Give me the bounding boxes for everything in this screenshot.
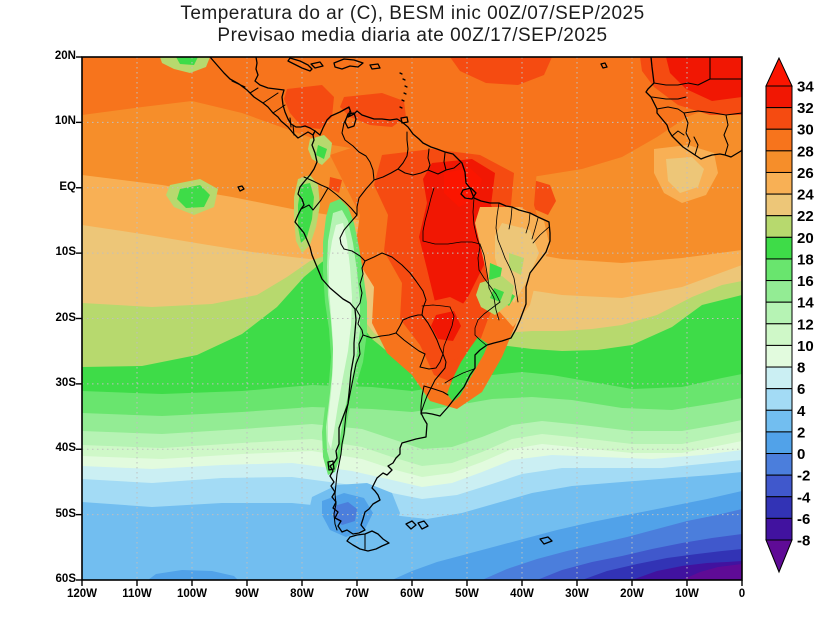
country-borders bbox=[231, 57, 742, 550]
lon-tick-label: 10W bbox=[675, 588, 699, 600]
colorbar-segment bbox=[765, 431, 793, 455]
falkland-islands bbox=[405, 520, 429, 530]
colorbar-tick-label: 26 bbox=[797, 165, 814, 182]
axis-ticks bbox=[76, 56, 743, 586]
colorbar-tick-label: 30 bbox=[797, 122, 814, 139]
lon-tick-label: 50W bbox=[455, 588, 479, 600]
map-canvas bbox=[76, 56, 743, 586]
colorbar-segment bbox=[765, 85, 793, 109]
galapagos-islands bbox=[237, 185, 245, 192]
map-plot-area: 20N 10N EQ 10S 20S 30S 40S 50S 60S 120W 110W 100W 9… bbox=[55, 50, 745, 600]
lat-tick-label: 60S bbox=[55, 573, 76, 585]
colorbar-tick-label: 8 bbox=[797, 360, 805, 377]
colorbar-segment bbox=[765, 258, 793, 282]
south-georgia-island bbox=[539, 536, 553, 545]
lon-tick-label: 80W bbox=[290, 588, 314, 600]
jamaica-island bbox=[310, 61, 324, 69]
lon-tick-label: 0 bbox=[738, 588, 746, 600]
colorbar-segment bbox=[765, 301, 793, 325]
colorbar-tick-label: 12 bbox=[797, 316, 814, 333]
colorbar-segment bbox=[765, 323, 793, 346]
lon-tick-label: 20W bbox=[620, 588, 644, 600]
colorbar-tick-label: 4 bbox=[797, 403, 806, 420]
south-america-coastline bbox=[294, 106, 551, 535]
tierra-del-fuego-coastline bbox=[346, 530, 390, 552]
lon-tick-label: 110W bbox=[122, 588, 152, 600]
colorbar-tick-label: 34 bbox=[797, 79, 814, 96]
chiloe-island bbox=[327, 460, 335, 471]
lon-tick-label: 60W bbox=[400, 588, 424, 600]
colorbar-tick-label: 6 bbox=[797, 381, 805, 398]
colorbar-segment bbox=[765, 236, 793, 260]
colorbar-tick-label: 14 bbox=[797, 295, 814, 312]
map-linework bbox=[209, 57, 742, 552]
lon-tick-label: 100W bbox=[176, 588, 208, 600]
central-america-caribbean-coast bbox=[254, 57, 316, 132]
coastlines bbox=[209, 57, 742, 552]
colorbar-tick-label: 16 bbox=[797, 273, 814, 290]
colorbar-segment bbox=[765, 496, 793, 519]
puerto-rico-island bbox=[369, 63, 381, 70]
colorbar-tick-label: 20 bbox=[797, 230, 814, 247]
lon-tick-label: 30W bbox=[565, 588, 589, 600]
lat-tick-label: 40S bbox=[55, 442, 76, 455]
colorbar-segment bbox=[765, 193, 793, 217]
colorbar-tick-label: 24 bbox=[797, 187, 814, 204]
africa-coastline bbox=[645, 57, 742, 160]
lon-tick-label: 40W bbox=[510, 588, 534, 600]
lat-tick-label: 50S bbox=[55, 507, 76, 520]
lat-tick-label: 10N bbox=[54, 115, 76, 128]
lat-tick-label: 20S bbox=[55, 311, 76, 324]
brazil-state-borders bbox=[421, 187, 550, 384]
colorbar-segment bbox=[765, 150, 793, 173]
colorbar-segment bbox=[765, 517, 793, 541]
colorbar-tick-label: -4 bbox=[797, 489, 811, 506]
colorbar-segment bbox=[765, 280, 793, 303]
lat-tick-label: 30S bbox=[55, 376, 76, 389]
colorbar-tick-label: -2 bbox=[797, 468, 810, 485]
colorbar-tick-label: 32 bbox=[797, 100, 814, 117]
colorbar-segment bbox=[765, 171, 793, 195]
colorbar-tick-label: 28 bbox=[797, 143, 814, 160]
trinidad-island bbox=[400, 116, 409, 124]
colorbar-segment bbox=[765, 366, 793, 390]
colorbar-segment bbox=[765, 107, 793, 130]
lesser-antilles-islands bbox=[399, 72, 408, 109]
graticule-gridlines bbox=[82, 57, 742, 580]
marajo-island bbox=[460, 187, 477, 200]
colorbar-segment bbox=[765, 128, 793, 152]
hispaniola-island bbox=[333, 58, 364, 70]
colorbar-tick-label: 18 bbox=[797, 251, 814, 268]
lat-tick-label: EQ bbox=[59, 180, 76, 193]
colorbar-segment bbox=[765, 388, 793, 411]
colorbar-tick-label: 0 bbox=[797, 446, 805, 463]
chart-title-line1: Temperatura do ar (C), BESM inic 00Z/07/… bbox=[180, 3, 645, 24]
colorbar-segment bbox=[765, 215, 793, 238]
lat-tick-label: 20N bbox=[54, 50, 76, 62]
colorbar-tick-label: 2 bbox=[797, 424, 805, 441]
lon-tick-label: 70W bbox=[345, 588, 369, 600]
colorbar-segment bbox=[765, 474, 793, 498]
colorbar-tick-label: 10 bbox=[797, 338, 814, 355]
lon-tick-label: 120W bbox=[66, 588, 98, 600]
colorbar-tick-label: 22 bbox=[797, 208, 814, 225]
cape-verde-island bbox=[600, 62, 608, 69]
lon-tick-label: 90W bbox=[235, 588, 259, 600]
colorbar-segment bbox=[765, 344, 793, 368]
cuba-coastline bbox=[287, 57, 313, 72]
colorbar-segment bbox=[765, 409, 793, 433]
colorbar-arrow bbox=[765, 539, 793, 574]
colorbar-segment bbox=[765, 453, 793, 476]
colorbar-tick-label: -6 bbox=[797, 511, 810, 528]
colorbar-arrow bbox=[765, 56, 793, 87]
chart-title-line2: Previsao media diaria ate 00Z/17/SEP/202… bbox=[217, 25, 608, 46]
lat-tick-label: 10S bbox=[55, 246, 76, 259]
colorbar-tick-label: -8 bbox=[797, 533, 810, 550]
